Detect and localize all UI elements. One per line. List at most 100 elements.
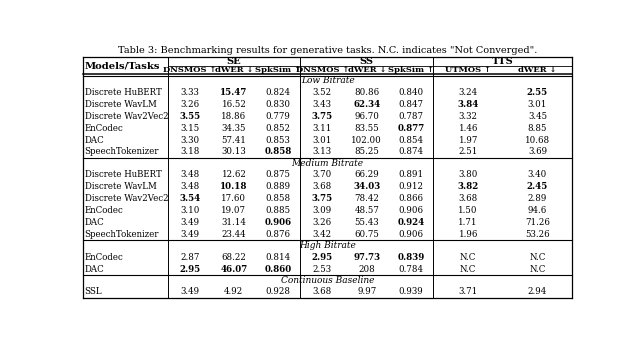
Text: 0.885: 0.885 — [266, 206, 291, 215]
Text: 208: 208 — [358, 265, 375, 274]
Text: 3.01: 3.01 — [312, 135, 332, 144]
Text: 0.874: 0.874 — [399, 148, 424, 157]
Text: 23.44: 23.44 — [221, 230, 246, 239]
Text: 83.55: 83.55 — [355, 123, 379, 132]
Text: 3.49: 3.49 — [180, 287, 199, 296]
Text: 0.866: 0.866 — [399, 194, 424, 203]
Text: 3.75: 3.75 — [312, 112, 333, 121]
Text: 1.50: 1.50 — [458, 206, 478, 215]
Text: 0.877: 0.877 — [397, 123, 425, 132]
Text: 68.22: 68.22 — [221, 253, 246, 262]
Text: 53.26: 53.26 — [525, 230, 550, 239]
Text: DAC: DAC — [84, 265, 104, 274]
Text: 71.26: 71.26 — [525, 218, 550, 227]
Text: 46.07: 46.07 — [220, 265, 248, 274]
Text: 3.01: 3.01 — [528, 100, 547, 109]
Text: Low Bitrate: Low Bitrate — [301, 76, 355, 85]
Text: 0.924: 0.924 — [397, 218, 425, 227]
Text: 0.840: 0.840 — [399, 88, 424, 97]
Text: 3.11: 3.11 — [312, 123, 332, 132]
Text: 0.906: 0.906 — [399, 206, 424, 215]
Text: 0.779: 0.779 — [266, 112, 291, 121]
Text: 60.75: 60.75 — [355, 230, 379, 239]
Text: 3.82: 3.82 — [458, 182, 479, 191]
Text: 0.784: 0.784 — [399, 265, 424, 274]
Text: EnCodec: EnCodec — [84, 206, 124, 215]
Text: SpkSim ↑: SpkSim ↑ — [388, 66, 434, 74]
Text: 0.906: 0.906 — [399, 230, 424, 239]
Text: 10.18: 10.18 — [220, 182, 248, 191]
Text: Medium Bitrate: Medium Bitrate — [292, 159, 364, 168]
Text: N.C: N.C — [529, 265, 546, 274]
Text: 0.839: 0.839 — [397, 253, 425, 262]
Text: UTMOS ↑: UTMOS ↑ — [445, 66, 491, 74]
Text: 2.89: 2.89 — [528, 194, 547, 203]
Text: 3.43: 3.43 — [313, 100, 332, 109]
Text: EnCodec: EnCodec — [84, 253, 124, 262]
Text: 2.55: 2.55 — [527, 88, 548, 97]
Text: 0.787: 0.787 — [399, 112, 424, 121]
Text: 3.70: 3.70 — [313, 170, 332, 179]
Text: 3.49: 3.49 — [180, 218, 199, 227]
Text: 94.6: 94.6 — [528, 206, 547, 215]
Text: Discrete Wav2Vec2: Discrete Wav2Vec2 — [84, 194, 168, 203]
Text: 66.29: 66.29 — [355, 170, 379, 179]
Text: 78.42: 78.42 — [355, 194, 379, 203]
Text: 3.68: 3.68 — [313, 182, 332, 191]
Text: TTS: TTS — [492, 57, 514, 66]
Text: 3.69: 3.69 — [528, 148, 547, 157]
Text: 2.95: 2.95 — [312, 253, 333, 262]
Text: SE: SE — [227, 57, 241, 66]
Text: 3.40: 3.40 — [528, 170, 547, 179]
Text: 2.45: 2.45 — [527, 182, 548, 191]
Text: DAC: DAC — [84, 135, 104, 144]
Text: 0.853: 0.853 — [266, 135, 291, 144]
Text: 3.45: 3.45 — [528, 112, 547, 121]
Text: 3.55: 3.55 — [179, 112, 200, 121]
Text: 0.852: 0.852 — [266, 123, 291, 132]
Text: 3.26: 3.26 — [180, 100, 199, 109]
Text: 3.33: 3.33 — [180, 88, 199, 97]
Text: 3.49: 3.49 — [180, 230, 199, 239]
Text: 0.928: 0.928 — [266, 287, 291, 296]
Text: 9.97: 9.97 — [357, 287, 376, 296]
Text: 12.62: 12.62 — [221, 170, 246, 179]
Text: SSL: SSL — [84, 287, 102, 296]
Text: 34.03: 34.03 — [353, 182, 380, 191]
Text: 1.96: 1.96 — [458, 230, 478, 239]
Text: 3.09: 3.09 — [313, 206, 332, 215]
Text: dWER ↓: dWER ↓ — [518, 66, 557, 74]
Text: 3.75: 3.75 — [312, 194, 333, 203]
Text: 3.68: 3.68 — [313, 287, 332, 296]
Text: 19.07: 19.07 — [221, 206, 246, 215]
Text: 8.85: 8.85 — [528, 123, 547, 132]
Text: High Bitrate: High Bitrate — [299, 241, 356, 250]
Text: 55.43: 55.43 — [355, 218, 379, 227]
Text: Continuous Baseline: Continuous Baseline — [281, 276, 374, 285]
Text: dWER ↓: dWER ↓ — [348, 66, 386, 74]
Text: 0.875: 0.875 — [266, 170, 291, 179]
Text: 0.824: 0.824 — [266, 88, 291, 97]
Text: SpeechTokenizer: SpeechTokenizer — [84, 230, 159, 239]
Text: 34.35: 34.35 — [221, 123, 246, 132]
Text: 3.18: 3.18 — [180, 148, 199, 157]
Text: 57.41: 57.41 — [221, 135, 246, 144]
Text: 2.53: 2.53 — [313, 265, 332, 274]
Text: SpkSim ↑: SpkSim ↑ — [255, 66, 301, 74]
Text: DAC: DAC — [84, 218, 104, 227]
Text: DNSMOS ↑: DNSMOS ↑ — [296, 66, 349, 74]
Text: N.C: N.C — [460, 253, 476, 262]
Text: 1.71: 1.71 — [458, 218, 478, 227]
Text: 3.48: 3.48 — [180, 170, 199, 179]
Text: N.C: N.C — [460, 265, 476, 274]
Text: 3.13: 3.13 — [313, 148, 332, 157]
Text: 3.32: 3.32 — [459, 112, 477, 121]
Text: 3.10: 3.10 — [180, 206, 199, 215]
Text: Table 3: Benchmarking results for generative tasks. N.C. indicates "Not Converge: Table 3: Benchmarking results for genera… — [118, 45, 538, 54]
Text: 3.30: 3.30 — [180, 135, 199, 144]
Text: 3.68: 3.68 — [458, 194, 477, 203]
Text: SpeechTokenizer: SpeechTokenizer — [84, 148, 159, 157]
Text: Discrete WavLM: Discrete WavLM — [84, 182, 156, 191]
Text: 17.60: 17.60 — [221, 194, 246, 203]
Text: EnCodec: EnCodec — [84, 123, 124, 132]
